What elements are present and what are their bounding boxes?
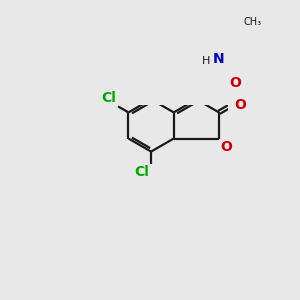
Text: H: H [202,56,210,66]
Text: Cl: Cl [102,92,116,105]
Text: O: O [234,98,246,112]
Text: CH₃: CH₃ [243,16,262,27]
Text: O: O [229,76,241,90]
Text: O: O [220,140,232,154]
Text: Cl: Cl [135,164,150,178]
Text: N: N [213,52,225,66]
